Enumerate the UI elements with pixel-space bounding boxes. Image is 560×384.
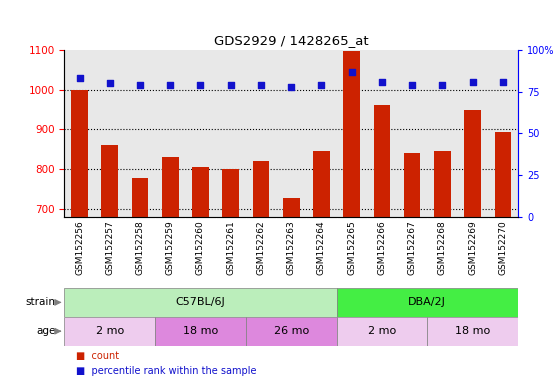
Text: 26 mo: 26 mo [274, 326, 309, 336]
Bar [101, 146, 118, 217]
Point [408, 82, 417, 88]
Text: GSM152259: GSM152259 [166, 220, 175, 275]
Point [438, 82, 447, 88]
Bar [374, 105, 390, 217]
Bar [64, 317, 155, 346]
Bar [253, 161, 269, 217]
Text: age: age [36, 326, 55, 336]
Point [347, 69, 356, 75]
Point [75, 75, 84, 81]
Text: 18 mo: 18 mo [183, 326, 218, 336]
Text: GSM152256: GSM152256 [75, 220, 84, 275]
Point [377, 79, 386, 85]
Text: DBA/2J: DBA/2J [408, 297, 446, 308]
Bar [246, 317, 337, 346]
Bar [132, 178, 148, 217]
Text: GSM152264: GSM152264 [317, 220, 326, 275]
Text: GSM152266: GSM152266 [377, 220, 386, 275]
Point [196, 82, 205, 88]
Text: GSM152257: GSM152257 [105, 220, 114, 275]
Bar [404, 152, 421, 217]
Point [498, 79, 507, 85]
Title: GDS2929 / 1428265_at: GDS2929 / 1428265_at [214, 34, 368, 47]
Bar [337, 317, 427, 346]
Bar [434, 151, 451, 217]
Text: GSM152269: GSM152269 [468, 220, 477, 275]
Point [256, 82, 265, 88]
Text: 2 mo: 2 mo [368, 326, 396, 336]
Bar [313, 151, 330, 217]
Text: GSM152267: GSM152267 [408, 220, 417, 275]
Bar [337, 288, 518, 317]
Text: GSM152260: GSM152260 [196, 220, 205, 275]
Text: C57BL/6J: C57BL/6J [176, 297, 225, 308]
Bar [155, 317, 246, 346]
Text: GSM152265: GSM152265 [347, 220, 356, 275]
Text: GSM152258: GSM152258 [136, 220, 144, 275]
Text: GSM152268: GSM152268 [438, 220, 447, 275]
Text: 18 mo: 18 mo [455, 326, 490, 336]
Text: GSM152263: GSM152263 [287, 220, 296, 275]
Text: 2 mo: 2 mo [96, 326, 124, 336]
Text: ■  count: ■ count [76, 351, 119, 361]
Point [105, 80, 114, 86]
Text: GSM152270: GSM152270 [498, 220, 507, 275]
Text: ■  percentile rank within the sample: ■ percentile rank within the sample [76, 366, 256, 376]
Bar [71, 90, 88, 217]
Bar [427, 317, 518, 346]
Bar [222, 169, 239, 217]
Point [317, 82, 326, 88]
Bar [464, 109, 481, 217]
Bar [162, 157, 179, 217]
Bar [494, 132, 511, 217]
Point [468, 79, 477, 85]
Bar [192, 167, 209, 217]
Bar [64, 288, 337, 317]
Text: GSM152262: GSM152262 [256, 220, 265, 275]
Point [226, 82, 235, 88]
Text: GSM152261: GSM152261 [226, 220, 235, 275]
Text: strain: strain [25, 297, 55, 308]
Bar [343, 51, 360, 217]
Point [166, 82, 175, 88]
Bar [283, 198, 300, 217]
Point [136, 82, 144, 88]
Point [287, 84, 296, 90]
